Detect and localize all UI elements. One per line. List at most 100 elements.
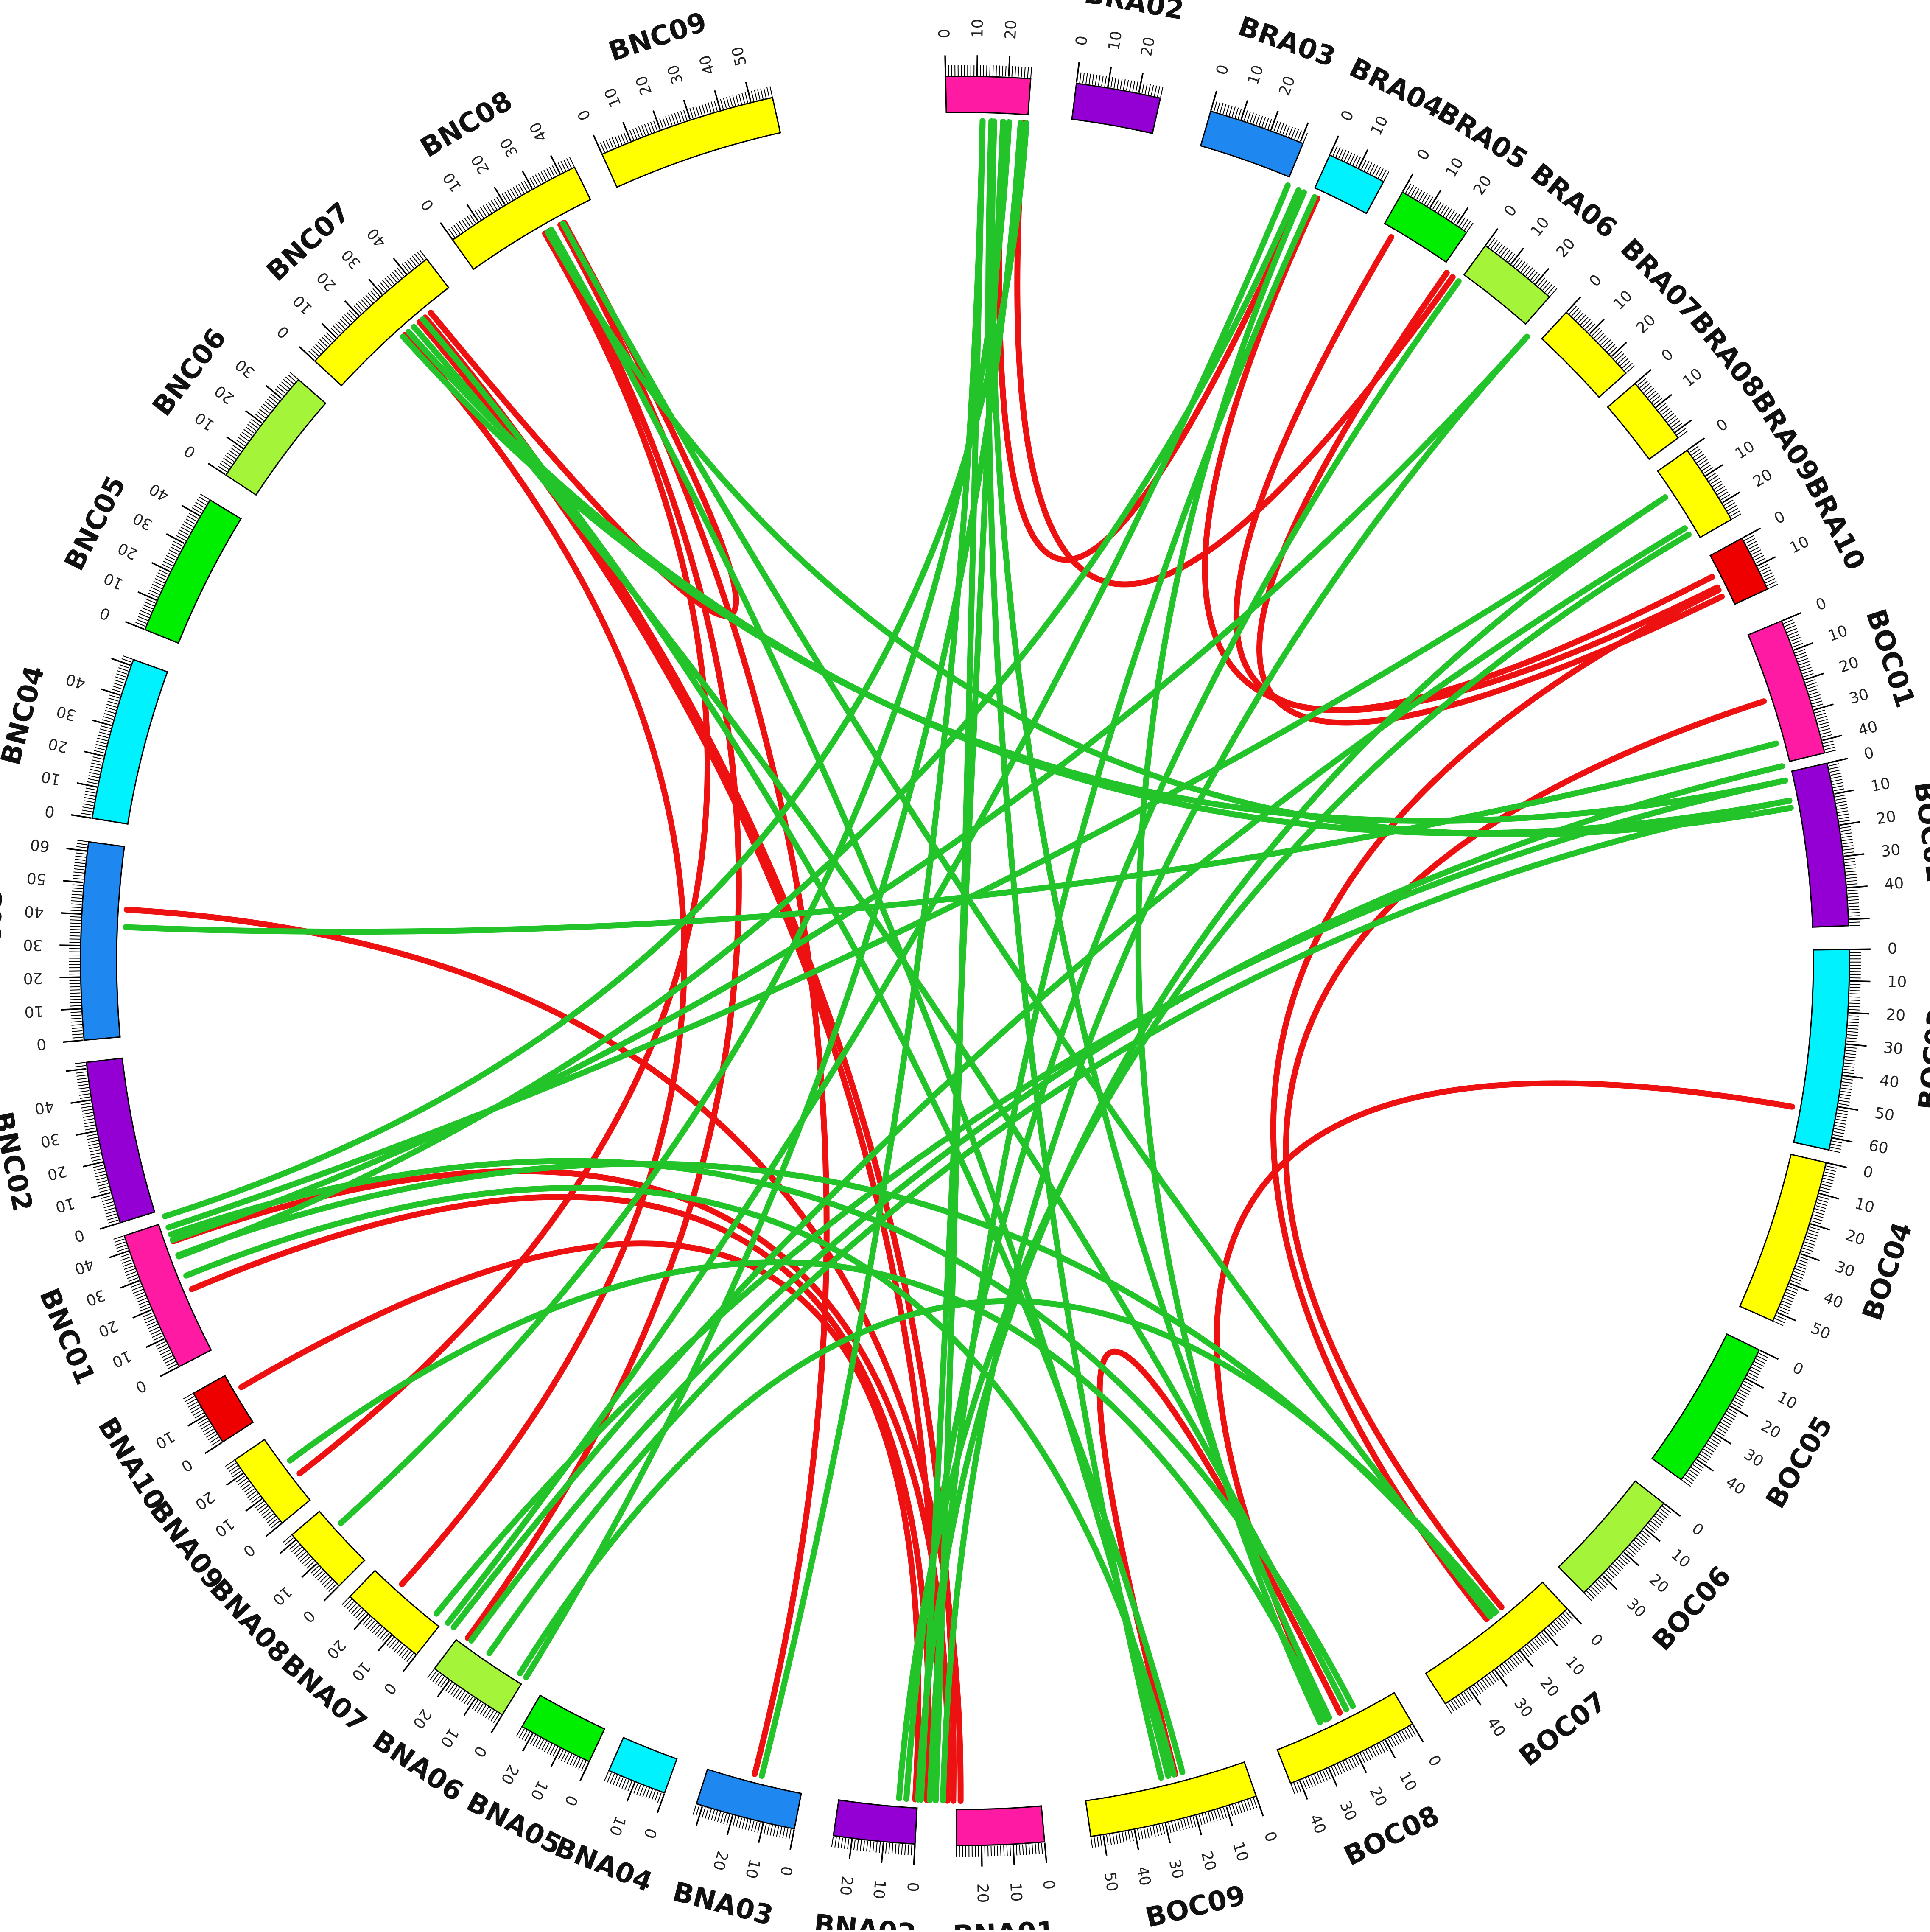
minor-tick <box>95 748 105 750</box>
tick-label: 60 <box>1867 1137 1890 1158</box>
minor-tick <box>1834 1131 1844 1134</box>
minor-tick <box>1799 1260 1809 1263</box>
minor-tick <box>997 1846 998 1856</box>
minor-tick <box>1256 115 1259 125</box>
minor-tick <box>370 1623 378 1631</box>
tick-label: 40 <box>696 53 718 76</box>
tick-label: 0 <box>903 1882 921 1892</box>
major-tick <box>1840 822 1860 825</box>
minor-tick <box>122 1260 132 1263</box>
minor-tick <box>378 1629 384 1637</box>
tick-label: 10 <box>1527 214 1553 240</box>
minor-tick <box>1591 1587 1599 1594</box>
minor-tick <box>1833 1135 1843 1137</box>
major-tick <box>1211 91 1217 110</box>
tick-label: 20 <box>1002 20 1020 40</box>
minor-tick <box>79 1094 90 1095</box>
minor-tick <box>755 1822 757 1832</box>
minor-tick <box>604 1771 609 1781</box>
minor-tick <box>1117 78 1119 89</box>
chromosome-label: BNA04 <box>550 1831 657 1898</box>
tick-label: 20 <box>632 73 655 98</box>
tick-label: 30 <box>1166 1858 1187 1881</box>
minor-tick <box>1239 1803 1242 1813</box>
tick-label: 10 <box>601 85 625 110</box>
tick-label: 40 <box>1821 1289 1846 1312</box>
minor-tick <box>658 1792 662 1802</box>
minor-tick <box>1823 1178 1833 1181</box>
minor-tick <box>613 1775 617 1785</box>
tick-label: 0 <box>1771 508 1788 528</box>
major-tick <box>627 1782 635 1801</box>
minor-tick <box>1844 1066 1854 1067</box>
tick-label: 20 <box>709 1849 731 1872</box>
tick-label: 20 <box>1646 1571 1672 1596</box>
minor-tick <box>892 1843 893 1854</box>
minor-tick <box>108 701 118 704</box>
minor-tick <box>1556 1620 1563 1628</box>
major-tick <box>92 720 112 725</box>
minor-tick <box>85 794 95 796</box>
minor-tick <box>606 140 610 150</box>
minor-tick <box>1788 631 1798 635</box>
minor-tick <box>999 66 1000 76</box>
minor-tick <box>338 321 345 329</box>
tick-label: 20 <box>409 1706 435 1732</box>
minor-tick <box>1583 319 1590 327</box>
minor-tick <box>1839 1103 1849 1105</box>
minor-tick <box>342 1597 349 1605</box>
minor-tick <box>616 1776 620 1786</box>
minor-tick <box>1028 67 1029 78</box>
minor-tick <box>780 1827 782 1837</box>
minor-tick <box>625 1780 629 1790</box>
minor-tick <box>113 683 123 686</box>
major-tick <box>1844 854 1864 857</box>
minor-tick <box>1849 903 1859 904</box>
tick-label: 0 <box>274 322 293 342</box>
minor-tick <box>640 1786 643 1796</box>
major-tick <box>684 100 690 120</box>
chromosome-band <box>1748 621 1824 762</box>
minor-tick <box>1531 272 1538 280</box>
minor-tick <box>70 1002 81 1003</box>
minor-tick <box>288 375 296 381</box>
minor-tick <box>1821 732 1831 734</box>
minor-tick <box>1818 1196 1829 1199</box>
minor-tick <box>1320 1772 1324 1782</box>
minor-tick <box>81 813 92 815</box>
minor-tick <box>1832 1141 1842 1143</box>
minor-tick <box>1220 1809 1223 1819</box>
minor-tick <box>380 282 387 290</box>
minor-tick <box>733 1816 736 1826</box>
minor-tick <box>1807 686 1818 689</box>
minor-tick <box>269 1519 277 1526</box>
minor-tick <box>138 1301 148 1305</box>
minor-tick <box>1599 335 1606 342</box>
minor-tick <box>1813 1215 1823 1218</box>
tick-label: 30 <box>1882 1039 1903 1058</box>
minor-tick <box>296 1550 304 1557</box>
minor-tick <box>1585 1593 1592 1601</box>
major-tick <box>790 1830 794 1850</box>
minor-tick <box>1110 1834 1111 1845</box>
minor-tick <box>1848 1028 1858 1029</box>
minor-tick <box>1580 317 1588 325</box>
major-tick <box>1256 1797 1263 1816</box>
minor-tick <box>313 1568 321 1576</box>
minor-tick <box>1205 1813 1208 1823</box>
minor-tick <box>612 137 616 147</box>
minor-tick <box>911 1845 912 1855</box>
minor-tick <box>394 1644 401 1652</box>
tick-label: 10 <box>1774 1389 1800 1413</box>
major-tick <box>1241 101 1248 120</box>
minor-tick <box>1841 833 1852 834</box>
minor-tick <box>1824 1175 1834 1178</box>
tick-label: 10 <box>212 1515 238 1540</box>
minor-tick <box>283 1535 291 1542</box>
minor-tick <box>69 942 80 943</box>
synteny-link-green <box>520 1301 1496 1673</box>
